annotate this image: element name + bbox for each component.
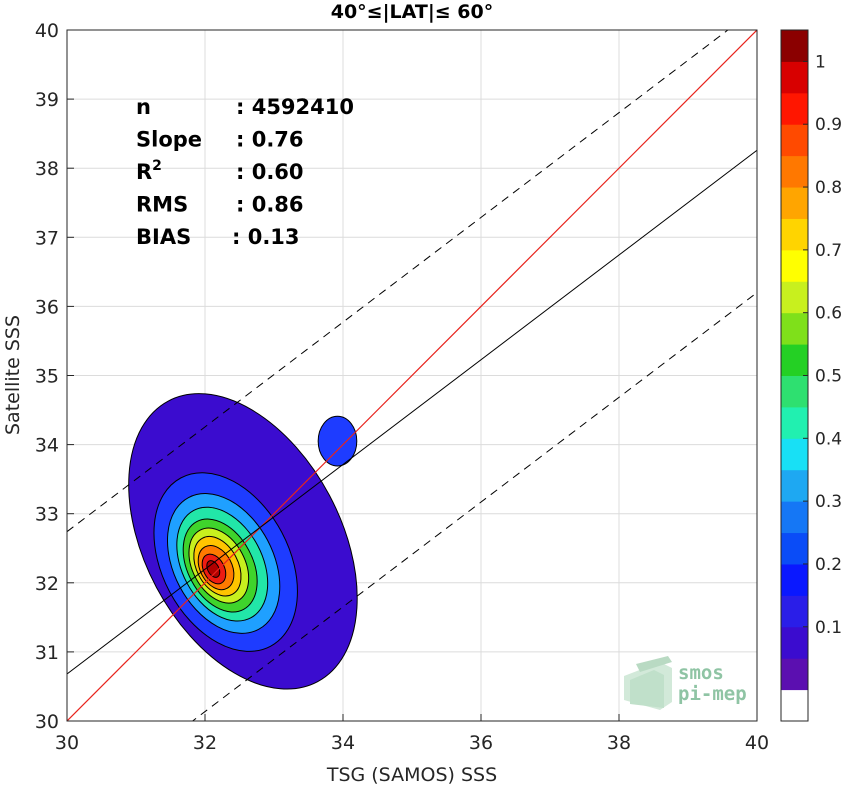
colorbar-tick-label: 1 bbox=[815, 52, 826, 72]
smos-pi-mep-logo: smos pi-mep bbox=[624, 656, 747, 710]
y-tick-label: 40 bbox=[35, 20, 59, 42]
colorbar-tick-label: 0.1 bbox=[815, 618, 842, 638]
colorbar-segment bbox=[781, 375, 808, 408]
colorbar-segment bbox=[781, 532, 808, 565]
colorbar-tick-label: 0.4 bbox=[815, 429, 842, 449]
stat-label: BIAS bbox=[136, 225, 191, 249]
y-tick-label: 34 bbox=[35, 435, 59, 457]
colorbar-segment bbox=[781, 312, 808, 345]
x-tick-label: 34 bbox=[331, 732, 355, 754]
y-axis-ticks: 30 31 32 33 34 35 36 37 38 39 40 bbox=[35, 20, 74, 733]
stat-value: : 4592410 bbox=[236, 95, 354, 119]
regression-fit-line bbox=[67, 149, 757, 675]
lower-bound-line bbox=[191, 292, 757, 721]
logo-waves-icon bbox=[624, 656, 672, 710]
colorbar-segment bbox=[781, 124, 808, 157]
y-tick-label: 30 bbox=[35, 711, 59, 733]
colorbar-segment bbox=[781, 344, 808, 376]
x-tick-label: 40 bbox=[745, 732, 769, 754]
colorbar-segment bbox=[781, 92, 808, 125]
secondary-density-blob bbox=[317, 415, 358, 467]
colorbar-tick-label: 0.8 bbox=[815, 178, 842, 198]
colorbar-segment bbox=[781, 281, 808, 314]
colorbar: 0.1 0.2 0.3 0.4 0.5 0.6 0.7 0.8 0.9 1 bbox=[780, 29, 842, 722]
stat-label: R2 bbox=[136, 158, 162, 184]
density-contours bbox=[128, 393, 358, 690]
colorbar-segment bbox=[781, 469, 808, 502]
stat-value: : 0.60 bbox=[236, 160, 304, 184]
logo-text-line1: smos bbox=[678, 662, 724, 684]
y-tick-label: 38 bbox=[35, 158, 59, 180]
colorbar-segment bbox=[781, 30, 808, 62]
colorbar-segment bbox=[781, 658, 808, 691]
y-tick-label: 39 bbox=[35, 89, 59, 111]
y-tick-label: 36 bbox=[35, 296, 59, 318]
stat-value: : 0.76 bbox=[236, 128, 304, 152]
y-tick-label: 37 bbox=[35, 227, 59, 249]
colorbar-tick-label: 0.7 bbox=[815, 241, 842, 261]
colorbar-tick-label: 0.5 bbox=[815, 367, 842, 387]
x-tick-label: 36 bbox=[469, 732, 493, 754]
y-tick-label: 35 bbox=[35, 366, 59, 388]
x-tick-label: 30 bbox=[55, 732, 79, 754]
stat-label: Slope bbox=[136, 128, 202, 152]
x-axis-label: TSG (SAMOS) SSS bbox=[326, 764, 497, 786]
logo-text-line2: pi-mep bbox=[678, 683, 747, 705]
x-tick-label: 32 bbox=[193, 732, 217, 754]
colorbar-tick-label: 0.2 bbox=[815, 555, 842, 575]
stat-value: : 0.86 bbox=[236, 193, 304, 217]
colorbar-segment bbox=[781, 249, 808, 282]
colorbar-segment bbox=[781, 563, 808, 596]
colorbar-segment bbox=[781, 595, 808, 628]
colorbar-segment bbox=[781, 187, 808, 219]
y-tick-label: 32 bbox=[35, 573, 59, 595]
colorbar-segment bbox=[781, 61, 808, 94]
colorbar-segment bbox=[781, 218, 808, 251]
y-axis-label: Satellite SSS bbox=[2, 315, 24, 435]
stat-label: RMS bbox=[136, 193, 188, 217]
y-tick-label: 31 bbox=[35, 642, 59, 664]
y-tick-label: 33 bbox=[35, 504, 59, 526]
colorbar-tick-label: 0.6 bbox=[815, 304, 842, 324]
upper-bound-line bbox=[67, 30, 729, 533]
colorbar-segment bbox=[781, 689, 808, 722]
chart-title: 40°≤|LAT|≤ 60° bbox=[331, 1, 494, 23]
colorbar-segment bbox=[781, 438, 808, 471]
regression-lines bbox=[67, 30, 757, 721]
stat-label: n bbox=[136, 95, 151, 119]
identity-line bbox=[67, 30, 757, 721]
colorbar-segment bbox=[781, 155, 808, 188]
x-axis-ticks: 30 32 34 36 38 40 bbox=[55, 714, 769, 754]
colorbar-tick-label: 0.9 bbox=[815, 115, 842, 135]
colorbar-segment bbox=[781, 406, 808, 439]
statistics-box: n : 4592410 Slope : 0.76 R2 : 0.60 RMS : 0.86 BI… bbox=[136, 95, 354, 249]
colorbar-tick-label: 0.3 bbox=[815, 492, 842, 512]
colorbar-segment bbox=[781, 501, 808, 534]
x-tick-label: 38 bbox=[607, 732, 631, 754]
colorbar-segment bbox=[781, 626, 808, 659]
stat-value: : 0.13 bbox=[232, 225, 300, 249]
